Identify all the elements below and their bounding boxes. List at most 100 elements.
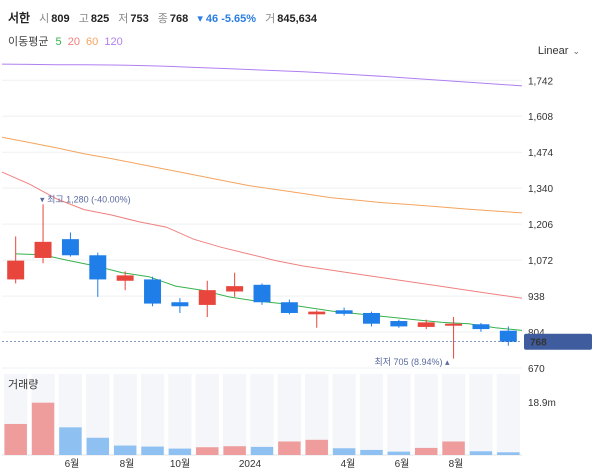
candle bbox=[226, 272, 244, 297]
candle bbox=[362, 311, 380, 327]
low-value: 753 bbox=[130, 13, 149, 25]
candle bbox=[7, 236, 25, 284]
candle bbox=[308, 310, 326, 328]
volume-bar bbox=[59, 427, 82, 455]
volume-column-bg bbox=[332, 374, 356, 455]
volume-bar bbox=[387, 451, 411, 455]
candle-body bbox=[171, 302, 189, 307]
candle-body bbox=[308, 311, 326, 315]
volume-bar bbox=[168, 448, 192, 455]
price-tick-label: 670 bbox=[528, 364, 545, 375]
close-label: 종 bbox=[157, 13, 168, 25]
change-value: ▾ 46 -5.65% bbox=[197, 13, 257, 25]
volume-column-bg bbox=[222, 374, 247, 455]
candle-body bbox=[445, 323, 463, 326]
candle bbox=[280, 299, 298, 315]
volume-bar bbox=[223, 446, 246, 455]
candle-body bbox=[417, 322, 435, 327]
low-label: 저 bbox=[118, 13, 129, 25]
candle-body bbox=[280, 302, 298, 313]
candle bbox=[417, 319, 435, 330]
scale-label: Linear bbox=[537, 45, 569, 57]
candle bbox=[34, 204, 52, 264]
volume-bar bbox=[113, 445, 137, 455]
price-tick-label: 938 bbox=[528, 292, 545, 303]
candle bbox=[390, 319, 408, 328]
low-annotation: 최저 705 (8.94%) ▴ bbox=[374, 357, 450, 367]
high-label: 고 bbox=[78, 13, 89, 25]
high-value: 825 bbox=[90, 13, 110, 25]
candle-body bbox=[362, 312, 380, 324]
ma60-line bbox=[1, 136, 523, 214]
moving-average-legend[interactable]: 이동평균 5 20 60 120 bbox=[8, 33, 126, 49]
candle-body bbox=[335, 310, 353, 314]
volume-bar bbox=[250, 446, 274, 455]
candle bbox=[499, 326, 517, 346]
last-price-badge bbox=[524, 333, 592, 350]
price-header: 서한 시 809 고 825 저 753 종 768 ▾ 46 -5.65% 거 845,… bbox=[8, 9, 323, 26]
candle bbox=[198, 280, 216, 317]
ma20-label: 20 bbox=[67, 36, 80, 48]
volume-bar bbox=[86, 437, 110, 455]
volume-bar bbox=[332, 448, 356, 455]
volume-column-bg bbox=[195, 374, 219, 455]
candle-body bbox=[116, 275, 134, 281]
candle-body bbox=[472, 324, 490, 330]
ma120-line bbox=[1, 63, 523, 87]
open-value: 809 bbox=[51, 13, 70, 25]
volume-value: 845,634 bbox=[277, 13, 318, 25]
volume-column-bg bbox=[387, 374, 411, 455]
candle-body bbox=[89, 255, 107, 280]
volume-column-bg bbox=[86, 374, 110, 455]
volume-column-bg bbox=[414, 374, 438, 455]
volume-tick-label: 18.9m bbox=[528, 398, 556, 409]
ma20-line bbox=[1, 171, 523, 299]
volume-bar bbox=[4, 423, 27, 455]
candle-body bbox=[390, 321, 408, 327]
candle-body bbox=[253, 284, 271, 303]
price-tick-label: 804 bbox=[528, 328, 545, 339]
ma-label: 이동평균 bbox=[8, 36, 49, 48]
volume-bar bbox=[31, 402, 55, 455]
candle-body bbox=[499, 330, 517, 342]
volume-column-bg bbox=[113, 374, 137, 455]
high-annotation: ▾ 최고 1,280 (-40.00%) bbox=[40, 194, 131, 204]
close-value: 768 bbox=[169, 13, 189, 25]
x-tick-label: 4월 bbox=[341, 458, 356, 470]
stock-name: 서한 bbox=[8, 11, 31, 25]
last-price-label: 768 bbox=[530, 338, 547, 349]
volume-label: 거래량 bbox=[8, 378, 38, 391]
price-tick-label: 1,072 bbox=[528, 256, 553, 267]
volume-bar bbox=[414, 447, 438, 455]
candle-body bbox=[61, 239, 79, 256]
x-tick-label: 2024 bbox=[239, 459, 262, 470]
volume-column-bg bbox=[359, 374, 384, 455]
volume-bar bbox=[196, 447, 219, 455]
ma60-label: 60 bbox=[86, 36, 99, 48]
candle-body bbox=[144, 279, 162, 304]
candle bbox=[171, 298, 189, 313]
x-tick-label: 6월 bbox=[65, 458, 80, 470]
candle bbox=[116, 271, 134, 291]
ma120-label: 120 bbox=[104, 36, 123, 48]
candle bbox=[61, 232, 79, 257]
candle bbox=[253, 283, 271, 305]
price-tick-label: 1,206 bbox=[528, 220, 553, 231]
candle bbox=[144, 276, 162, 307]
chevron-down-icon: ⌄ bbox=[572, 46, 580, 56]
x-tick-label: 8월 bbox=[120, 458, 135, 470]
candle bbox=[472, 322, 490, 332]
volume-bar bbox=[278, 441, 301, 455]
x-tick-label: 6월 bbox=[395, 458, 410, 470]
price-tick-label: 1,608 bbox=[528, 112, 553, 123]
candle bbox=[335, 307, 353, 316]
candle bbox=[445, 317, 463, 359]
volume-column-bg bbox=[277, 374, 302, 455]
volume-bar bbox=[497, 452, 520, 455]
volume-bar bbox=[141, 446, 164, 455]
volume-column-bg bbox=[250, 374, 274, 455]
candle-body bbox=[198, 290, 216, 305]
volume-column-bg bbox=[305, 374, 329, 455]
scale-dropdown[interactable]: Linear ⌄ bbox=[538, 45, 580, 57]
